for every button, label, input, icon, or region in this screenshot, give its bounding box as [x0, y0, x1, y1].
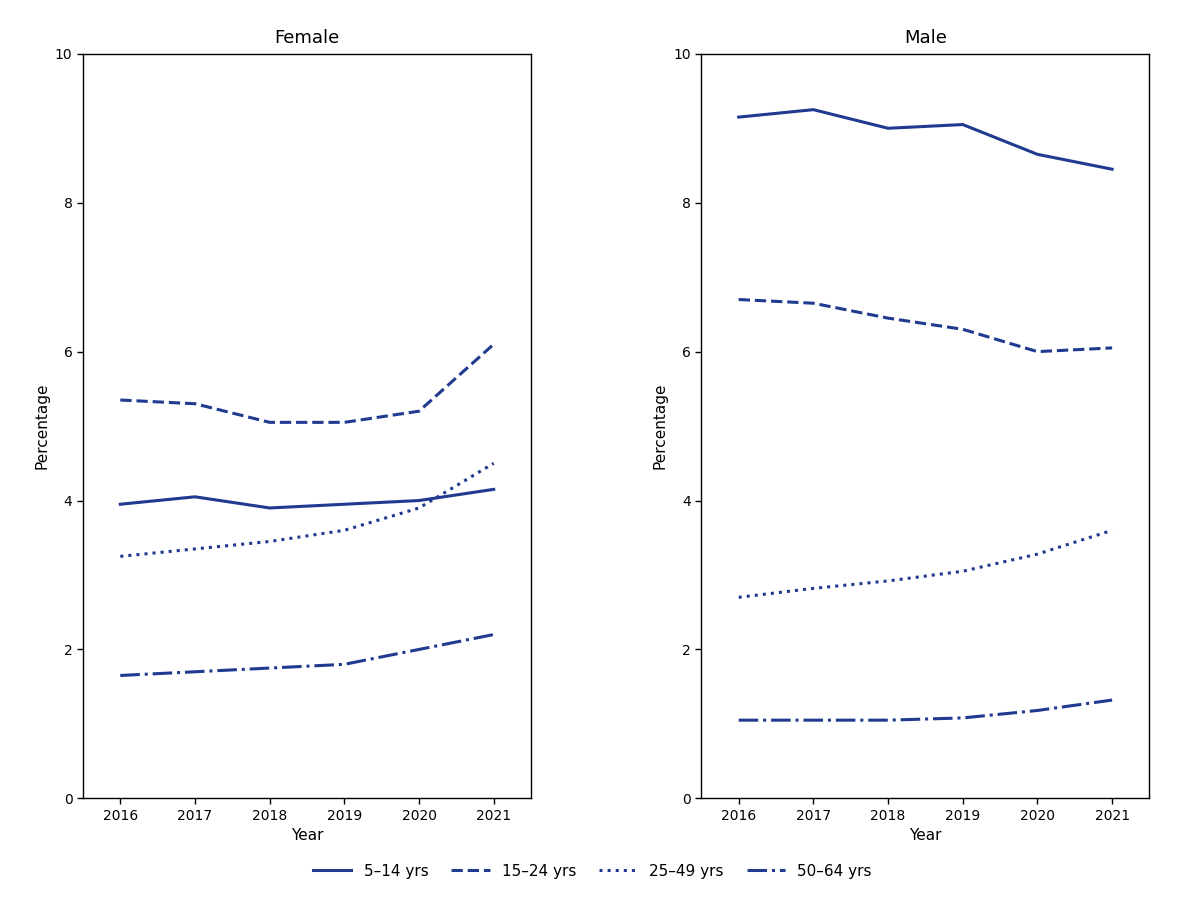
X-axis label: Year: Year: [909, 828, 942, 843]
Y-axis label: Percentage: Percentage: [653, 383, 667, 469]
Title: Female: Female: [275, 29, 340, 47]
Legend: 5–14 yrs, 15–24 yrs, 25–49 yrs, 50–64 yrs: 5–14 yrs, 15–24 yrs, 25–49 yrs, 50–64 yr…: [307, 858, 878, 884]
Title: Male: Male: [904, 29, 947, 47]
Y-axis label: Percentage: Percentage: [34, 383, 50, 469]
X-axis label: Year: Year: [290, 828, 324, 843]
